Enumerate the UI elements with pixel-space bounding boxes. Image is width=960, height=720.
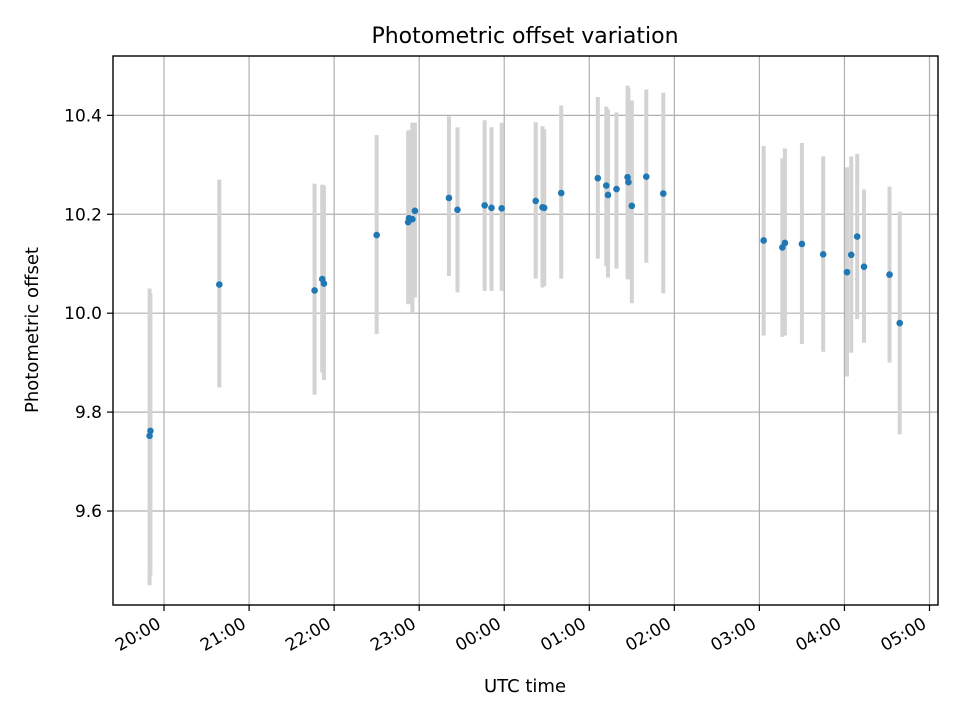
data-point [146,432,153,440]
x-tick-label: 03:00 [707,614,759,656]
y-tick-label: 10.4 [64,106,102,126]
x-tick-label: 04:00 [793,614,845,656]
data-point [896,319,904,327]
data-point [819,251,827,258]
data-point [781,239,789,247]
data-point [613,185,620,193]
x-tick-label: 20:00 [112,614,164,656]
y-tick-label: 10.0 [64,304,102,324]
grid-lines [113,56,938,605]
data-point [481,202,488,209]
x-tick-label: 21:00 [197,614,249,656]
data-point [454,206,461,214]
x-tick-label: 00:00 [452,614,504,656]
data-point [311,287,318,294]
data-point [373,231,380,239]
data-point [628,202,636,210]
data-point [602,182,610,189]
x-axis-ticks: 20:00 21:00 22:00 23:00 00:00 01:00 02:00 03:00… [112,605,931,656]
y-axis-ticks: 9.6 9.8 10.0 10.2 10.4 [64,106,113,522]
data-point [642,173,650,180]
data-point [604,191,612,199]
y-tick-label: 10.2 [64,205,102,225]
data-point [540,204,548,212]
data-points [146,173,904,440]
data-point [488,204,495,212]
plot-area-frame [112,55,939,606]
data-point [320,280,328,287]
data-point [760,237,767,244]
x-tick-label: 22:00 [282,614,334,656]
data-point [860,263,868,270]
data-point [847,251,855,259]
data-point [594,174,602,182]
chart-title: Photometric offset variation [371,24,678,49]
data-point [216,281,223,288]
data-point [798,240,806,248]
data-point [409,215,416,223]
data-point [659,190,667,197]
data-point [532,197,540,205]
data-point [557,189,565,197]
data-point [498,205,505,212]
data-point [853,233,861,240]
y-axis-label: Photometric offset [22,247,43,413]
y-tick-label: 9.6 [75,502,102,522]
data-point [445,194,453,202]
data-point [147,427,154,435]
y-tick-label: 9.8 [75,403,102,423]
x-tick-label: 01:00 [537,614,589,656]
x-tick-label: 23:00 [367,614,419,656]
data-point [624,173,631,181]
error-bars [147,85,902,586]
data-point [411,207,419,215]
data-point [886,271,893,278]
x-tick-label: 05:00 [878,614,930,656]
data-point [625,178,632,186]
data-point [843,268,851,276]
x-tick-label: 02:00 [622,614,674,656]
x-axis-label: UTC time [484,676,566,697]
